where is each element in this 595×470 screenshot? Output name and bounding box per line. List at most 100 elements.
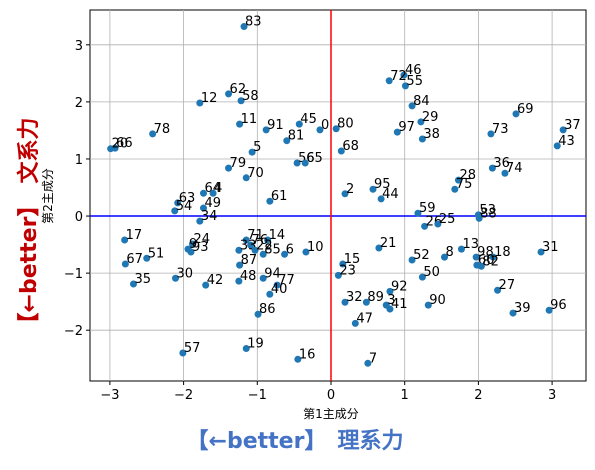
point-label: 3 (387, 293, 395, 308)
point (545, 306, 553, 314)
point-label: 82 (482, 254, 499, 269)
point (293, 159, 301, 167)
point-label: 63 (179, 191, 196, 206)
point (107, 145, 115, 153)
point-label: 95 (374, 177, 391, 192)
point (121, 236, 129, 244)
point-label: 62 (230, 82, 247, 97)
point (266, 290, 274, 298)
point (414, 209, 422, 217)
point-label: 57 (184, 341, 201, 356)
point-label: 16 (299, 347, 316, 362)
point-label: 47 (356, 311, 373, 326)
point-label: 83 (245, 15, 262, 30)
point-label: 45 (300, 112, 317, 127)
point (187, 248, 195, 256)
point (341, 190, 349, 198)
point (472, 253, 480, 261)
point-label: 53 (479, 203, 496, 218)
point-label: 49 (204, 196, 221, 211)
point-label: 12 (201, 91, 218, 106)
point (196, 217, 204, 225)
point-label: 6 (286, 242, 294, 257)
point-label: 51 (148, 246, 165, 261)
point (281, 250, 289, 258)
point-label: 36 (493, 156, 510, 171)
point-label: 93 (192, 240, 209, 255)
point-label: 46 (405, 63, 422, 78)
point-label: 59 (419, 201, 436, 216)
point-label: 66 (116, 136, 133, 151)
point-label: 55 (406, 74, 423, 89)
point-label: 32 (346, 290, 363, 305)
point-label: 8 (445, 245, 453, 260)
point-label: 19 (247, 336, 264, 351)
point-label: 11 (241, 112, 258, 127)
point (295, 120, 303, 128)
point-label: 78 (154, 122, 171, 137)
point (264, 236, 272, 244)
point (174, 199, 182, 207)
point (386, 305, 394, 313)
point (537, 248, 545, 256)
point (171, 207, 179, 215)
y-tick-label: 2 (75, 96, 83, 111)
point (489, 253, 497, 261)
point-label: 87 (241, 253, 258, 268)
point (332, 125, 340, 133)
point (254, 310, 262, 318)
point (418, 273, 426, 281)
point-label: 84 (413, 94, 430, 109)
point-label: 89 (367, 290, 384, 305)
point-label: 28 (459, 168, 476, 183)
point-label: 67 (126, 252, 143, 267)
point (202, 281, 210, 289)
point (421, 222, 429, 230)
point-label: 5 (253, 140, 261, 155)
point-label: 31 (542, 240, 559, 255)
point (408, 102, 416, 110)
point-label: 91 (267, 118, 284, 133)
point-label: 79 (230, 156, 247, 171)
y-tick-label: 3 (75, 39, 83, 54)
point (129, 280, 137, 288)
y-tick-label: 1 (75, 153, 83, 168)
point (209, 189, 217, 197)
point (301, 159, 309, 167)
point (385, 77, 393, 85)
point-label: 27 (499, 278, 516, 293)
point (262, 126, 270, 134)
point (259, 274, 267, 282)
point-label: 48 (240, 269, 257, 284)
point (375, 244, 383, 252)
point (248, 148, 256, 156)
point-label: 70 (247, 166, 264, 181)
point (401, 82, 409, 90)
point (235, 277, 243, 285)
point (400, 71, 408, 79)
point-label: 22 (256, 238, 273, 253)
point (434, 220, 442, 228)
y-axis-label: 第2主成分 (41, 168, 55, 224)
point (225, 90, 233, 98)
point-label: 4 (214, 181, 222, 196)
point (337, 147, 345, 155)
point-label: 88 (480, 206, 497, 221)
point (501, 169, 509, 177)
point-label: 86 (259, 302, 276, 317)
point (509, 309, 517, 317)
point-label: 7 (369, 351, 377, 366)
point (225, 164, 233, 172)
point-label: 9 (189, 237, 197, 252)
point-label: 64 (204, 181, 221, 196)
point-label: 30 (176, 266, 193, 281)
point (247, 241, 255, 249)
point-label: 92 (391, 279, 408, 294)
point (149, 130, 157, 138)
y-tick-label: −2 (64, 324, 83, 339)
point-label: 40 (271, 282, 288, 297)
point (451, 185, 459, 193)
point (242, 236, 250, 244)
point (477, 262, 485, 270)
